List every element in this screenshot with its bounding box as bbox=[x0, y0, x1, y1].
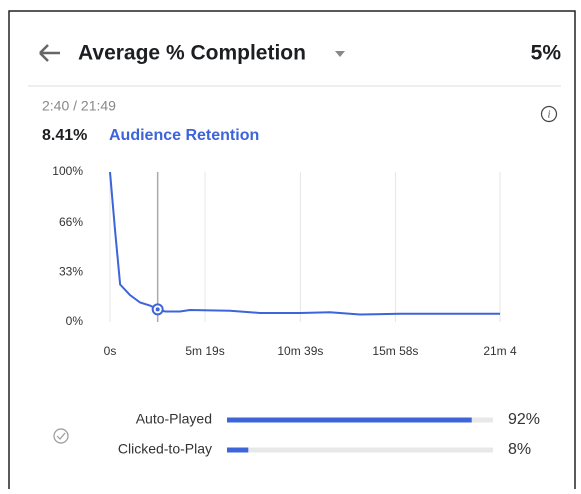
x-tick-label: 15m 58s bbox=[372, 344, 418, 358]
y-tick-label: 66% bbox=[59, 215, 83, 229]
x-tick-label: 5m 19s bbox=[185, 344, 224, 358]
breakdown-label: Clicked-to-Play bbox=[118, 441, 212, 457]
retention-line bbox=[109, 171, 500, 316]
cursor-dot bbox=[155, 307, 160, 312]
x-tick-label: 0s bbox=[104, 344, 117, 358]
y-tick-label: 33% bbox=[59, 265, 83, 279]
back-arrow[interactable] bbox=[39, 44, 60, 62]
check-mark bbox=[56, 432, 66, 440]
breakdown-value: 8% bbox=[508, 441, 531, 458]
bar bbox=[227, 417, 472, 423]
header-value: 5% bbox=[531, 42, 562, 65]
bar-track bbox=[227, 447, 493, 453]
time: 2:40 / 21:49 bbox=[42, 98, 116, 114]
breakdown-value: 92% bbox=[508, 411, 540, 428]
y-tick-label: 100% bbox=[52, 164, 83, 178]
breakdown-label: Auto-Played bbox=[136, 411, 212, 427]
check-icon bbox=[53, 428, 69, 444]
retention-label: Audience Retention bbox=[109, 127, 259, 144]
card bbox=[8, 10, 576, 494]
bar bbox=[227, 447, 249, 453]
y-tick-label: 0% bbox=[66, 314, 84, 328]
header-title[interactable]: Average % Completion bbox=[78, 42, 306, 65]
svg-text:i: i bbox=[548, 109, 551, 120]
x-tick-label: 10m 39s bbox=[277, 344, 323, 358]
info-icon[interactable]: i bbox=[540, 105, 558, 123]
x-tick-label: 21m 4 bbox=[483, 344, 517, 358]
dropdown-caret[interactable] bbox=[335, 51, 345, 57]
retention-value: 8.41% bbox=[42, 127, 87, 144]
